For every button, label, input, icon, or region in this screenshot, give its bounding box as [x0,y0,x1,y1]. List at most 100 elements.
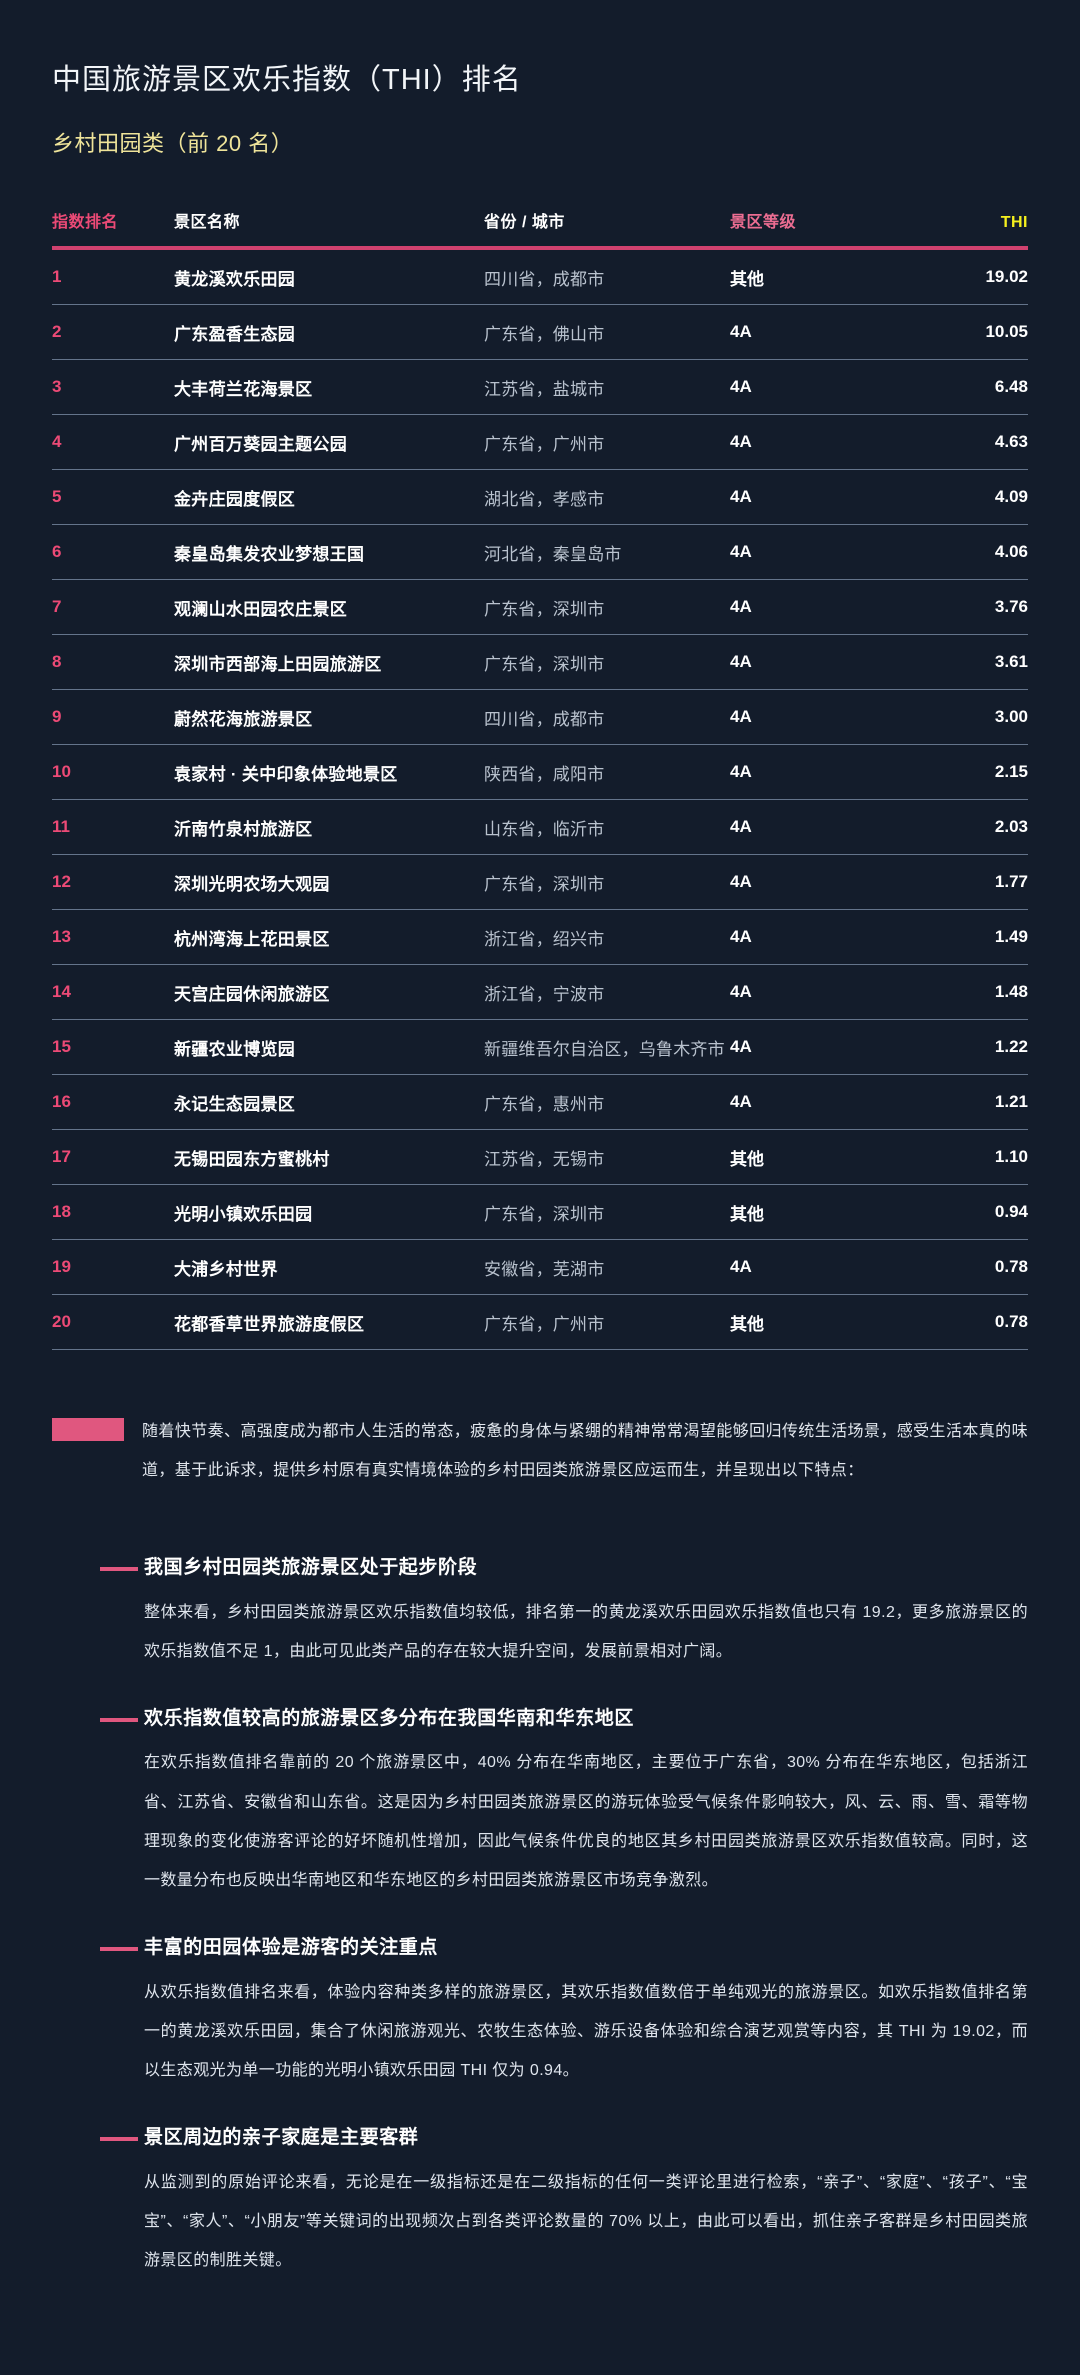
cell-name: 观澜山水田园农庄景区 [174,579,484,635]
column-header-grade: 景区等级 [730,213,797,231]
cell-thi: 1.48 [918,964,1028,1020]
cell-name: 杭州湾海上花田景区 [174,909,484,965]
table-row: 19 大浦乡村世界 安徽省，芜湖市 4A 0.78 [52,1239,1028,1295]
cell-name: 蔚然花海旅游景区 [174,689,484,745]
cell-thi: 1.21 [918,1074,1028,1130]
header-rule [52,245,1028,250]
column-header-name: 景区名称 [174,213,241,231]
cell-rank: 10 [52,744,174,800]
cell-grade: 4A [730,359,918,415]
cell-name: 金卉庄园度假区 [174,469,484,525]
header-rule-bar [52,245,1028,250]
cell-thi: 1.10 [918,1129,1028,1185]
table-row: 15 新疆农业博览园 新疆维吾尔自治区，乌鲁木齐市 4A 1.22 [52,1019,1028,1075]
cell-thi: 1.22 [918,1019,1028,1075]
analysis-section: 景区周边的亲子家庭是主要客群从监测到的原始评论来看，无论是在一级指标还是在二级指… [52,2124,1028,2280]
cell-grade: 4A [730,304,918,360]
table-header: 指数排名 景区名称 省份 / 城市 景区等级 THI [52,208,1028,250]
cell-name: 深圳光明农场大观园 [174,854,484,910]
cell-rank: 20 [52,1294,174,1350]
cell-grade: 4A [730,799,918,855]
section-title: 景区周边的亲子家庭是主要客群 [144,2127,419,2149]
table-row: 2 广东盈香生态园 广东省，佛山市 4A 10.05 [52,304,1028,360]
cell-rank: 18 [52,1184,174,1240]
cell-thi: 1.77 [918,854,1028,910]
table-row: 10 袁家村 · 关中印象体验地景区 陕西省，咸阳市 4A 2.15 [52,744,1028,800]
section-body: 在欢乐指数值排名靠前的 20 个旅游景区中，40% 分布在华南地区，主要位于广东… [144,1754,1028,1889]
section-body: 从欢乐指数值排名来看，体验内容种类多样的旅游景区，其欢乐指数值数倍于单纯观光的旅… [144,1983,1028,2080]
cell-rank: 5 [52,469,174,525]
cell-thi: 0.78 [918,1239,1028,1295]
table-row: 7 观澜山水田园农庄景区 广东省，深圳市 4A 3.76 [52,579,1028,635]
cell-rank: 12 [52,854,174,910]
cell-rank: 2 [52,304,174,360]
table-row: 1 黄龙溪欢乐田园 四川省，成都市 其他 19.02 [52,249,1028,305]
section-title: 欢乐指数值较高的旅游景区多分布在我国华南和华东地区 [144,1707,635,1729]
cell-grade: 4A [730,524,918,580]
cell-thi: 2.15 [918,744,1028,800]
table-header-row: 指数排名 景区名称 省份 / 城市 景区等级 THI [52,208,1028,246]
cell-thi: 0.94 [918,1184,1028,1240]
table-row: 11 沂南竹泉村旅游区 山东省，临沂市 4A 2.03 [52,799,1028,855]
cell-grade: 4A [730,744,918,800]
cell-rank: 17 [52,1129,174,1185]
cell-grade: 4A [730,414,918,470]
cell-location: 广东省，深圳市 [484,1184,730,1240]
cell-thi: 1.49 [918,909,1028,965]
cell-thi: 4.06 [918,524,1028,580]
narrative-section: 随着快节奏、高强度成为都市人生活的常态，疲惫的身体与紧绷的精神常常渴望能够回归传… [0,1412,1080,2281]
cell-grade: 其他 [730,1129,918,1185]
cell-rank: 4 [52,414,174,470]
cell-grade: 4A [730,1239,918,1295]
page-subtitle: 乡村田园类（前 20 名） [52,130,294,156]
cell-location: 山东省，临沂市 [484,799,730,855]
table-row: 14 天宫庄园休闲旅游区 浙江省，宁波市 4A 1.48 [52,964,1028,1020]
cell-location: 陕西省，咸阳市 [484,744,730,800]
cell-grade: 4A [730,909,918,965]
cell-thi: 19.02 [918,249,1028,305]
table-row: 17 无锡田园东方蜜桃村 江苏省，无锡市 其他 1.10 [52,1129,1028,1185]
intro-paragraph: 随着快节奏、高强度成为都市人生活的常态，疲惫的身体与紧绷的精神常常渴望能够回归传… [142,1422,1028,1479]
cell-grade: 其他 [730,1294,918,1350]
cell-thi: 3.00 [918,689,1028,745]
cell-location: 四川省，成都市 [484,689,730,745]
report-header: 中国旅游景区欢乐指数（THI）排名 乡村田园类（前 20 名） [0,0,1080,158]
cell-grade: 4A [730,689,918,745]
cell-location: 广东省，广州市 [484,1294,730,1350]
cell-rank: 19 [52,1239,174,1295]
cell-grade: 4A [730,1074,918,1130]
cell-rank: 11 [52,799,174,855]
table-row: 13 杭州湾海上花田景区 浙江省，绍兴市 4A 1.49 [52,909,1028,965]
cell-grade: 4A [730,634,918,690]
section-dash-marker [100,1717,138,1722]
intro-block: 随着快节奏、高强度成为都市人生活的常态，疲惫的身体与紧绷的精神常常渴望能够回归传… [52,1412,1028,1490]
cell-grade: 其他 [730,1184,918,1240]
section-title: 丰富的田园体验是游客的关注重点 [144,1937,439,1959]
cell-name: 无锡田园东方蜜桃村 [174,1129,484,1185]
cell-grade: 4A [730,854,918,910]
cell-location: 广东省，深圳市 [484,634,730,690]
section-dash-marker [100,2137,138,2142]
cell-grade: 4A [730,964,918,1020]
section-dash-marker [100,1567,138,1572]
cell-location: 广东省，深圳市 [484,579,730,635]
intro-marker-swatch [52,1417,124,1441]
cell-rank: 9 [52,689,174,745]
table-row: 16 永记生态园景区 广东省，惠州市 4A 1.21 [52,1074,1028,1130]
cell-thi: 2.03 [918,799,1028,855]
cell-name: 广东盈香生态园 [174,304,484,360]
cell-location: 江苏省，盐城市 [484,359,730,415]
cell-name: 永记生态园景区 [174,1074,484,1130]
cell-rank: 1 [52,249,174,305]
section-body: 从监测到的原始评论来看，无论是在一级指标还是在二级指标的任何一类评论里进行检索，… [144,2173,1028,2270]
cell-name: 大浦乡村世界 [174,1239,484,1295]
cell-thi: 6.48 [918,359,1028,415]
table-row: 20 花都香草世界旅游度假区 广东省，广州市 其他 0.78 [52,1294,1028,1350]
cell-rank: 15 [52,1019,174,1075]
table-row: 3 大丰荷兰花海景区 江苏省，盐城市 4A 6.48 [52,359,1028,415]
table-row: 9 蔚然花海旅游景区 四川省，成都市 4A 3.00 [52,689,1028,745]
table-row: 4 广州百万葵园主题公园 广东省，广州市 4A 4.63 [52,414,1028,470]
cell-rank: 14 [52,964,174,1020]
cell-name: 黄龙溪欢乐田园 [174,249,484,305]
